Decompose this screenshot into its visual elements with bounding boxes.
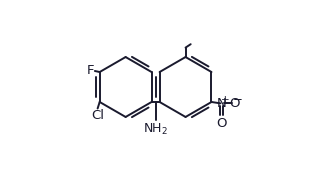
Text: +: + <box>220 95 229 105</box>
Text: N: N <box>217 97 227 110</box>
Text: F: F <box>87 65 94 77</box>
Text: O: O <box>216 117 227 130</box>
Text: Cl: Cl <box>91 109 104 122</box>
Text: O: O <box>229 97 240 110</box>
Text: NH$_2$: NH$_2$ <box>143 122 168 137</box>
Text: −: − <box>233 93 243 106</box>
